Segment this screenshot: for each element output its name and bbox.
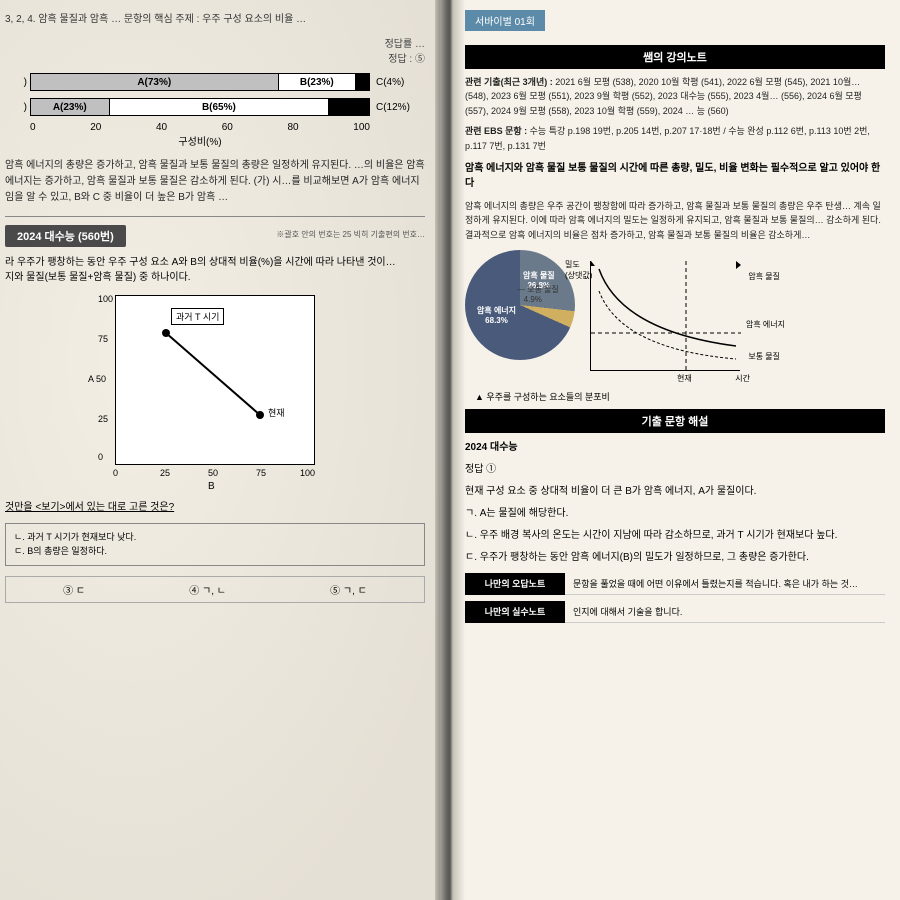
curve-x-label: 시간 <box>735 373 750 384</box>
bar-axis: 0 20 40 60 80 100 <box>30 122 370 133</box>
bar-axis-label: 구성비(%) <box>30 133 370 148</box>
curve-l1: 암흑 물질 <box>748 271 780 282</box>
pie-group: 암흑 물질26.8% 암흑 에너지68.3% — 보통 물질 4.9% <box>465 250 575 382</box>
question-stem: 라 우주가 팽창하는 동안 우주 구성 요소 A와 B의 상대적 비율(%)을 … <box>5 255 425 285</box>
bar1-seg-b: B(23%) <box>278 74 356 90</box>
choice-3[interactable]: ③ ㄷ <box>63 582 85 597</box>
bar1-prefix: ) <box>5 77 27 88</box>
question-note: ※괄호 안의 번호는 25 빅히 기출편의 번호… <box>276 229 425 240</box>
curve-now: 현재 <box>677 373 692 384</box>
bar2-c-label: C(12%) <box>376 102 410 113</box>
composition-bar-chart: ) A(73%) B(23%) C(4%) ) A(23%) B(65%) C(… <box>5 71 425 148</box>
explanation-para: 암흑 에너지의 총량은 증가하고, 암흑 물질과 보통 물질의 총량은 일정하게… <box>5 158 425 206</box>
bar2-seg-b: B(65%) <box>109 99 329 115</box>
bogi-box: ㄴ. 과거 T 시기가 현재보다 낮다. ㄷ. B의 총량은 일정하다. <box>5 523 425 566</box>
chart-pt1-label: 과거 T 시기 <box>171 308 224 325</box>
exp-2: ㄴ. 우주 배경 복사의 온도는 시간이 지남에 따라 감소하므로, 과거 T … <box>465 527 885 545</box>
answer-label: 정답 ① <box>465 461 885 479</box>
bar2: A(23%) B(65%) <box>30 98 370 116</box>
topic-header: 3, 2, 4. 암흑 물질과 암흑 … 문항의 핵심 주제 : 우주 구성 요… <box>5 10 425 25</box>
choices: ③ ㄷ ④ ㄱ, ㄴ ⑤ ㄱ, ㄷ <box>5 576 425 603</box>
exp-0: 현재 구성 요소 중 상대적 비율이 더 큰 B가 암흑 에너지, A가 물질이… <box>465 483 885 501</box>
exp-3: ㄷ. 우주가 팽창하는 동안 암흑 에너지(B)의 밀도가 일정하므로, 그 총… <box>465 549 885 567</box>
bar2-seg-c <box>328 99 369 115</box>
chart-x-label: B <box>208 481 215 492</box>
curve-y-label: 밀도 (상댓값) <box>565 259 592 281</box>
answer-rate-label: 정답률 … <box>385 39 425 50</box>
exp-1: ㄱ. A는 물질에 해당한다. <box>465 505 885 523</box>
key-point: 암흑 에너지와 암흑 물질 보통 물질의 시간에 따른 총량, 밀도, 비율 변… <box>465 161 885 191</box>
curve-l3: 보통 물질 <box>748 351 780 362</box>
related-exams: 관련 기출(최근 3개년) : 2021 6월 모평 (538), 2020 1… <box>465 75 885 118</box>
bar1-seg-a: A(73%) <box>31 74 278 90</box>
mistake-note-row: 나만의 실수노트 인지에 대해서 기술을 합니다. <box>465 601 885 623</box>
answer-value: 정답 : ⑤ <box>388 54 425 65</box>
mistake-note-value[interactable]: 인지에 대해서 기술을 합니다. <box>565 601 885 623</box>
choice-5[interactable]: ⑤ ㄱ, ㄷ <box>330 582 367 597</box>
commentary-header: 기출 문항 해설 <box>465 409 885 433</box>
curve-l2: 암흑 에너지 <box>746 319 785 330</box>
wrong-note-row: 나만의 오답노트 문항을 풀었을 때에 어떤 이유에서 틀렸는지를 적습니다. … <box>465 573 885 595</box>
lecture-notes-header: 쌤의 강의노트 <box>465 45 885 69</box>
bar1-c-label: C(4%) <box>376 77 404 88</box>
bar2-prefix: ) <box>5 102 27 113</box>
exam-title: 2024 대수능 <box>465 439 885 457</box>
bar1-seg-c <box>355 74 369 90</box>
chart-pt2-label: 현재 <box>268 406 285 419</box>
density-curve: 밀도 (상댓값) 암흑 물질 암흑 에너지 보통 물질 현재 시간 <box>590 261 740 371</box>
bar1: A(73%) B(23%) <box>30 73 370 91</box>
mistake-note-label: 나만의 실수노트 <box>465 601 565 623</box>
question-header: 2024 대수능 (560번) <box>5 225 126 247</box>
bar2-seg-a: A(23%) <box>31 99 109 115</box>
bar-row-1: ) A(73%) B(23%) C(4%) <box>5 71 425 93</box>
ratio-chart: 100 75 A 50 25 0 0 25 50 75 100 B 과거 T 시… <box>115 295 315 465</box>
density-curve-group: 밀도 (상댓값) 암흑 물질 암흑 에너지 보통 물질 현재 시간 <box>590 261 740 371</box>
choice-4[interactable]: ④ ㄱ, ㄴ <box>189 582 226 597</box>
wrong-note-label: 나만의 오답노트 <box>465 573 565 595</box>
survival-tag: 서바이벌 01회 <box>465 10 545 31</box>
related-ebs: 관련 EBS 문항 : 수능 특강 p.198 19번, p.205 14번, … <box>465 124 885 153</box>
bar-row-2: ) A(23%) B(65%) C(12%) <box>5 96 425 118</box>
wrong-note-value[interactable]: 문항을 풀었을 때에 어떤 이유에서 틀렸는지를 적습니다. 혹은 내가 하는 … <box>565 573 885 595</box>
pie-and-curve: 암흑 물질26.8% 암흑 에너지68.3% — 보통 물질 4.9% <box>465 250 885 382</box>
composition-pie: 암흑 물질26.8% 암흑 에너지68.3% <box>465 250 575 360</box>
explanation-para-right: 암흑 에너지의 총량은 우주 공간이 팽창함에 따라 증가하고, 암흑 물질과 … <box>465 199 885 242</box>
question-ask: 것만을 <보기>에서 있는 대로 고른 것은? <box>5 500 425 515</box>
answer-rate: 정답률 … 정답 : ⑤ <box>5 35 425 65</box>
pie-dark-energy: 암흑 에너지68.3% <box>477 305 516 325</box>
right-page: 서바이벌 01회 쌤의 강의노트 관련 기출(최근 3개년) : 2021 6월… <box>440 0 900 900</box>
left-page: 3, 2, 4. 암흑 물질과 암흑 … 문항의 핵심 주제 : 우주 구성 요… <box>0 0 440 900</box>
pie-caption: ▲ 우주를 구성하는 요소들의 분포비 <box>475 390 885 403</box>
